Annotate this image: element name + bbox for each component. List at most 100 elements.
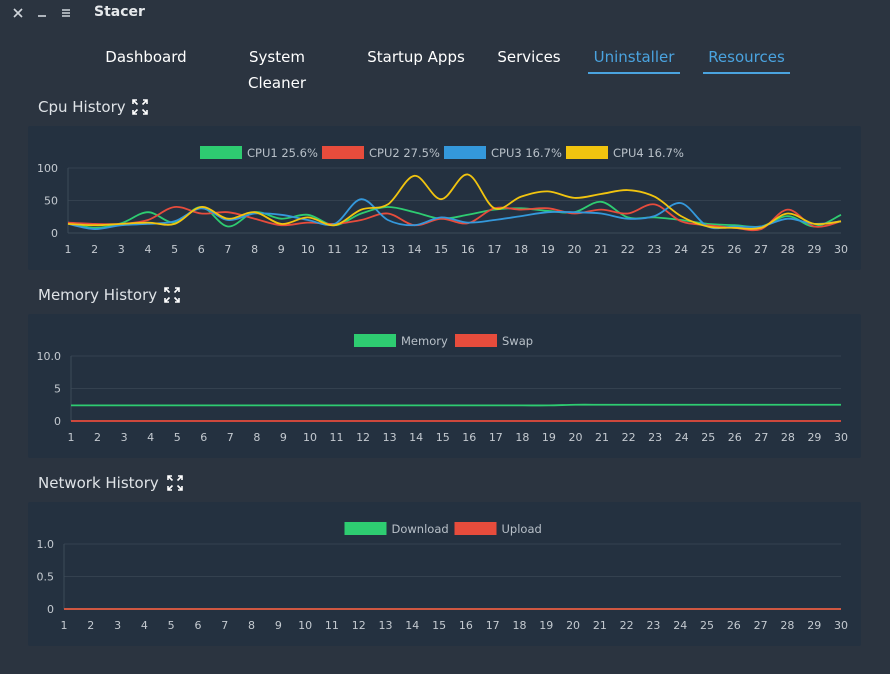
y-tick-label: 100 [37, 162, 58, 175]
legend-swatch [344, 522, 387, 535]
x-tick-label: 1 [68, 431, 75, 444]
legend-swatch [444, 146, 486, 159]
legend-item[interactable]: CPU4 16.7% [566, 146, 684, 160]
legend-item[interactable]: CPU2 27.5% [322, 146, 440, 160]
title-bar: Stacer [0, 0, 890, 26]
legend-label: Swap [502, 334, 533, 348]
memory-chart-panel: Memory Swap 0 5 10.0 1 2 3 4 5 6 7 8 9 10 11 12 13 14 15 16 1… [28, 314, 861, 458]
network-expand-icon[interactable] [167, 475, 183, 491]
legend-swatch [322, 146, 364, 159]
tab-resources[interactable]: Resources [703, 44, 790, 74]
legend-label: Download [392, 522, 449, 536]
legend-item[interactable]: CPU3 16.7% [444, 146, 562, 160]
x-tick-label: 18 [515, 431, 529, 444]
x-tick-label: 28 [781, 243, 795, 256]
legend-swatch [454, 522, 497, 535]
x-tick-label: 18 [514, 243, 528, 256]
x-tick-label: 16 [462, 431, 476, 444]
x-tick-label: 12 [354, 243, 368, 256]
legend-label: CPU2 27.5% [369, 146, 440, 160]
cpu-chart-panel: CPU1 25.6% CPU2 27.5% CPU3 16.7% CPU4 16.7%… [28, 126, 861, 270]
x-tick-label: 20 [567, 243, 581, 256]
x-tick-label: 13 [379, 619, 393, 632]
x-tick-label: 28 [781, 431, 795, 444]
series-line-2 [67, 203, 842, 232]
x-tick-label: 4 [144, 243, 151, 256]
x-tick-label: 6 [194, 619, 201, 632]
x-tick-label: 29 [807, 431, 821, 444]
memory-history-title: Memory History [38, 286, 158, 304]
memory-expand-icon[interactable] [164, 287, 180, 303]
x-tick-label: 1 [65, 243, 72, 256]
legend-item[interactable]: Download [344, 522, 449, 536]
tab-services[interactable]: Services [497, 48, 561, 66]
x-tick-label: 14 [409, 431, 423, 444]
x-tick-label: 30 [834, 243, 848, 256]
legend-item[interactable]: Swap [455, 334, 533, 348]
x-tick-label: 27 [754, 619, 768, 632]
tab-uninstaller[interactable]: Uninstaller [588, 44, 680, 74]
series-line-1 [67, 200, 842, 229]
legend-item[interactable]: CPU1 25.6% [200, 146, 318, 160]
x-tick-label: 23 [647, 243, 661, 256]
x-tick-label: 24 [673, 619, 687, 632]
x-tick-label: 5 [168, 619, 175, 632]
x-tick-label: 20 [568, 431, 582, 444]
x-tick-label: 27 [754, 243, 768, 256]
x-tick-label: 1 [61, 619, 68, 632]
x-tick-label: 13 [381, 243, 395, 256]
legend-label: CPU1 25.6% [247, 146, 318, 160]
x-tick-label: 24 [674, 243, 688, 256]
tab-dashboard[interactable]: Dashboard [105, 48, 187, 66]
x-tick-label: 13 [383, 431, 397, 444]
x-tick-label: 25 [701, 243, 715, 256]
x-tick-label: 2 [91, 243, 98, 256]
x-tick-label: 4 [147, 431, 154, 444]
legend-swatch [354, 334, 396, 347]
x-tick-label: 15 [436, 431, 450, 444]
x-tick-label: 7 [227, 431, 234, 444]
x-tick-label: 14 [408, 243, 422, 256]
x-tick-label: 21 [594, 243, 608, 256]
x-tick-label: 10 [298, 619, 312, 632]
x-tick-label: 7 [221, 619, 228, 632]
legend-label: Memory [401, 334, 448, 348]
x-tick-label: 15 [432, 619, 446, 632]
x-tick-label: 23 [646, 619, 660, 632]
x-tick-label: 11 [330, 431, 344, 444]
x-tick-label: 22 [622, 431, 636, 444]
x-tick-label: 3 [118, 243, 125, 256]
tab-startup-apps[interactable]: Startup Apps [367, 48, 465, 66]
cpu-expand-icon[interactable] [132, 99, 148, 115]
x-tick-label: 16 [459, 619, 473, 632]
x-tick-label: 26 [728, 431, 742, 444]
network-history-title: Network History [38, 474, 159, 492]
x-tick-label: 29 [807, 619, 821, 632]
x-tick-label: 28 [780, 619, 794, 632]
x-tick-label: 5 [174, 431, 181, 444]
x-tick-label: 12 [356, 431, 370, 444]
legend-swatch [200, 146, 242, 159]
nav-tabs: Dashboard System Cleaner Startup Apps Se… [0, 44, 890, 92]
legend-label: Upload [502, 522, 542, 536]
legend-item[interactable]: Upload [454, 522, 542, 536]
close-icon[interactable] [10, 5, 26, 21]
legend-item[interactable]: Memory [354, 334, 448, 348]
menu-icon[interactable] [58, 5, 74, 21]
x-tick-label: 5 [171, 243, 178, 256]
legend-swatch [566, 146, 608, 159]
x-tick-label: 11 [328, 243, 342, 256]
x-tick-label: 22 [620, 619, 634, 632]
x-tick-label: 10 [301, 243, 315, 256]
minimize-icon[interactable] [34, 5, 50, 21]
x-tick-label: 17 [487, 243, 501, 256]
tab-system-cleaner[interactable]: System Cleaner [248, 48, 306, 92]
legend-swatch [455, 334, 497, 347]
x-tick-label: 15 [434, 243, 448, 256]
y-tick-label: 5 [54, 383, 61, 396]
x-tick-label: 8 [251, 243, 258, 256]
x-tick-label: 26 [727, 619, 741, 632]
x-tick-label: 26 [727, 243, 741, 256]
